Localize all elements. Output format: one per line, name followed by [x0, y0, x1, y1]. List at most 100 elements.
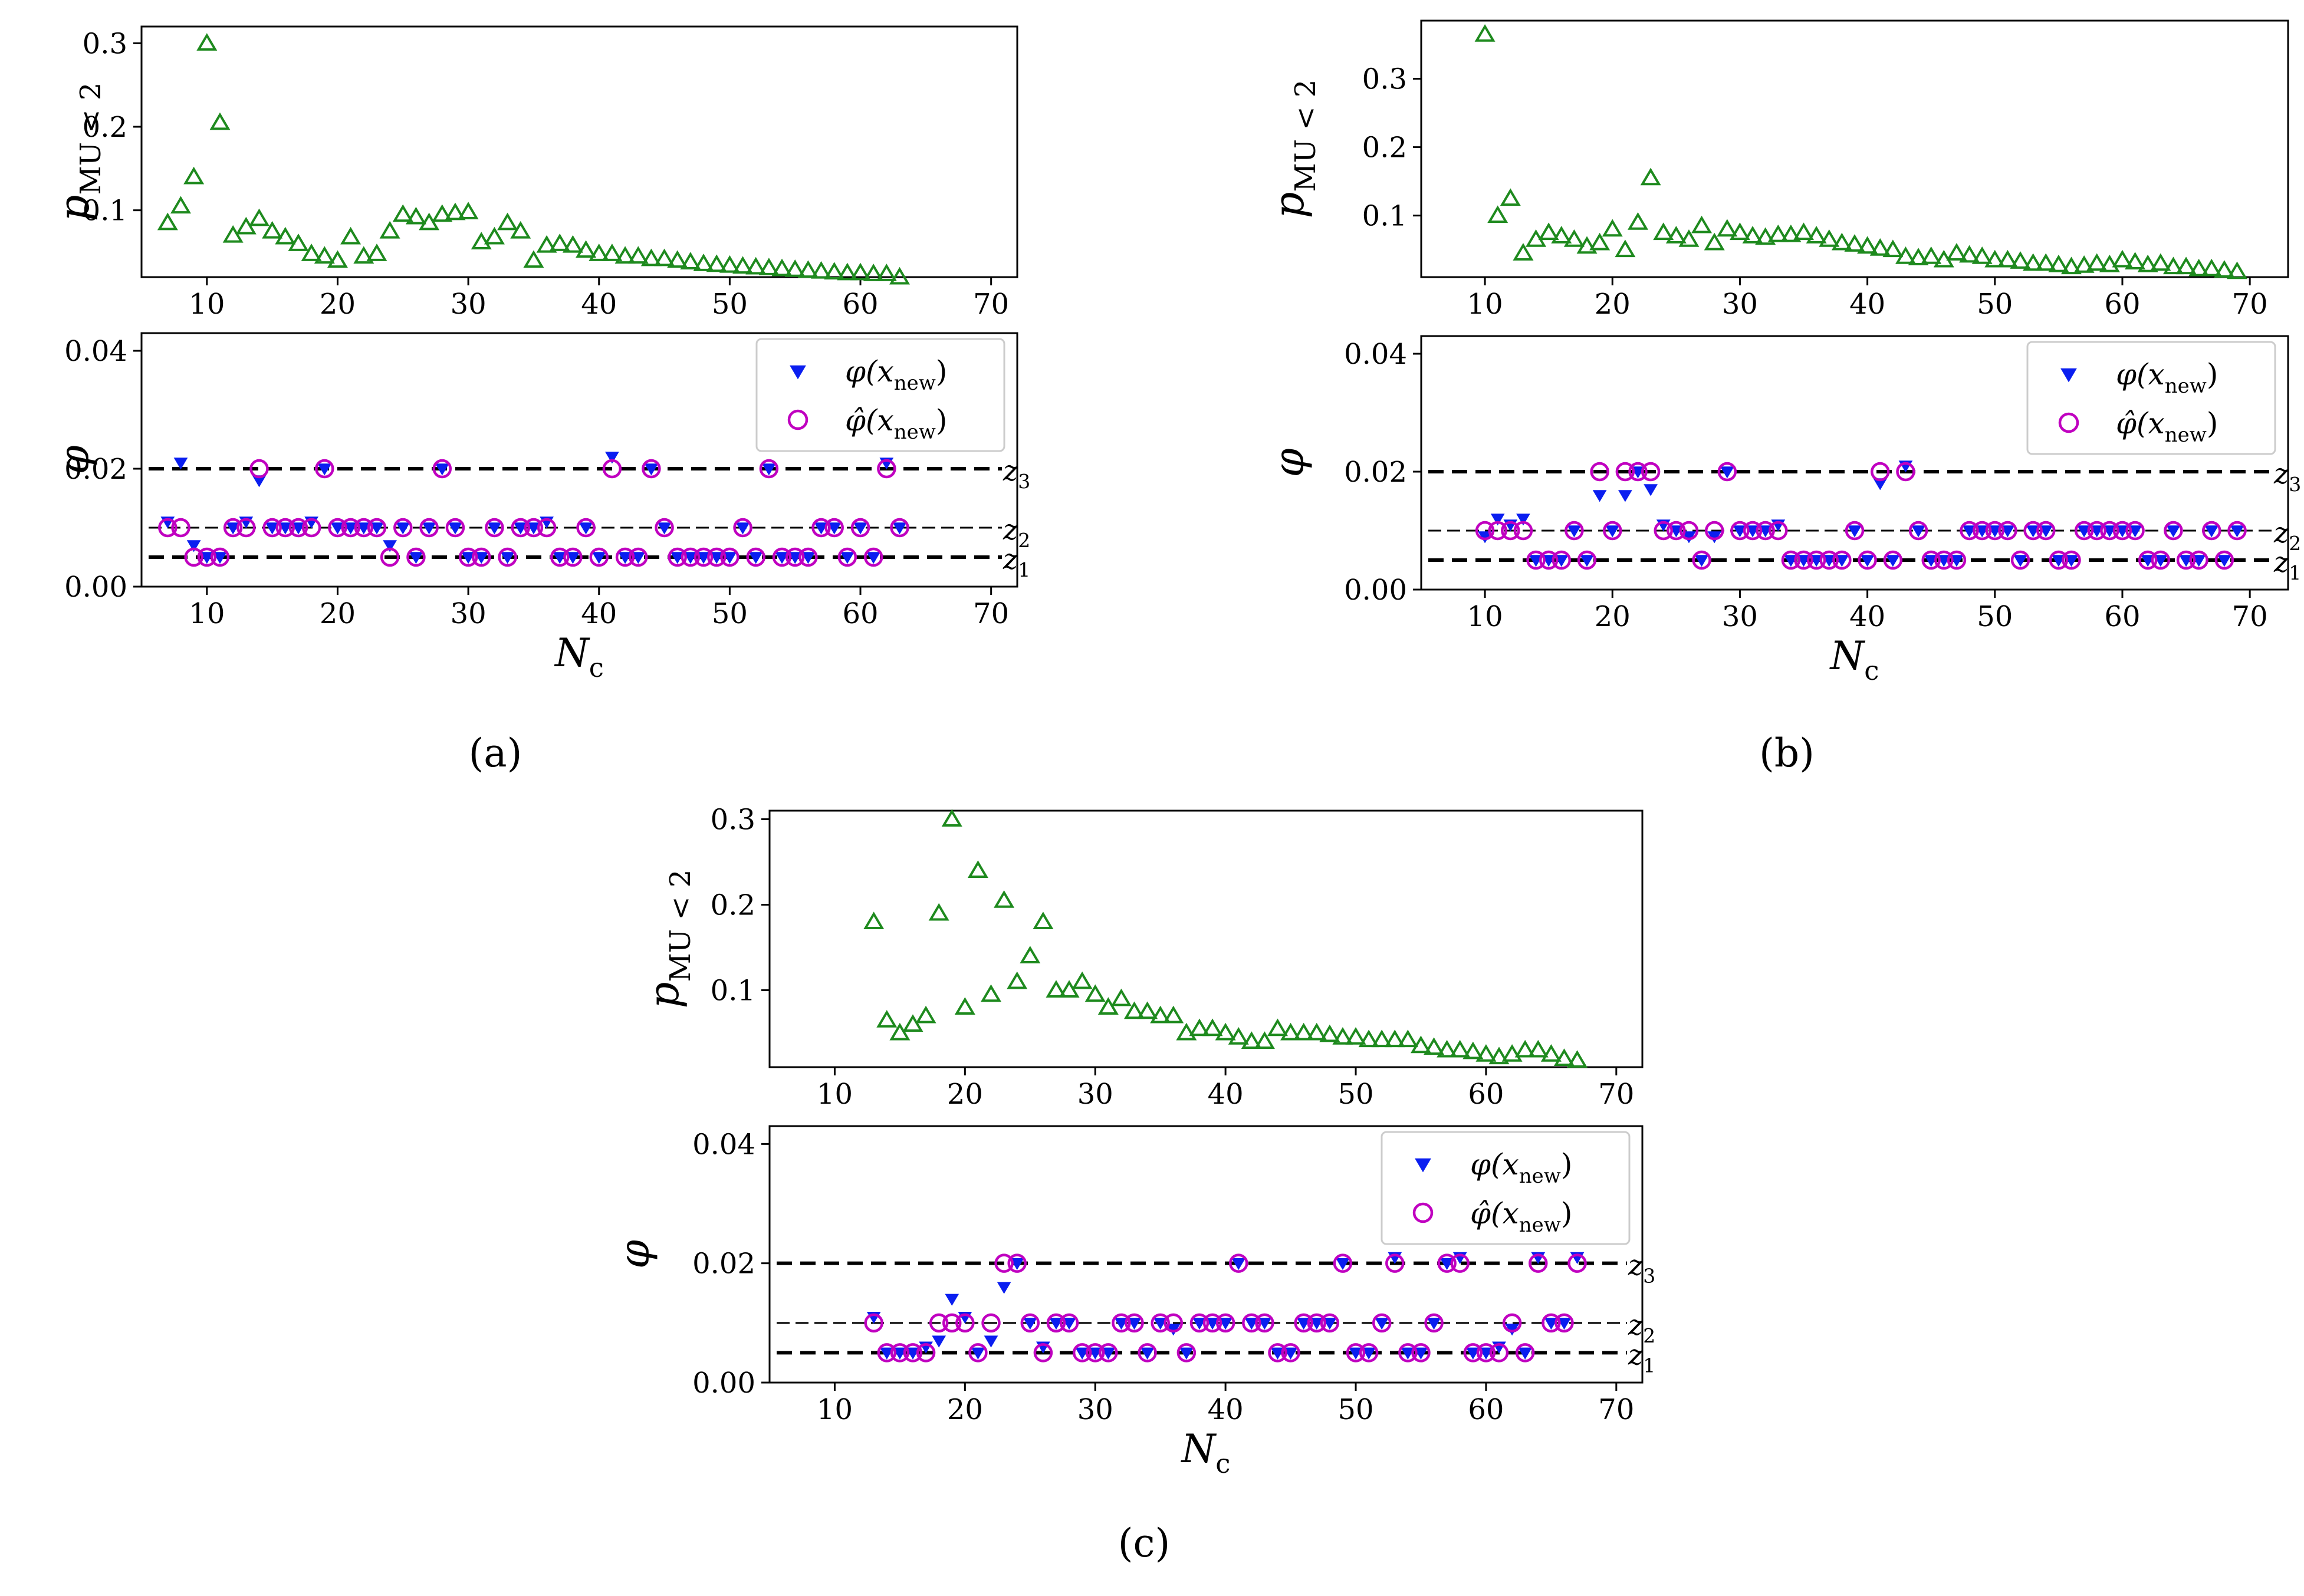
top-scatter-point	[1729, 222, 1750, 241]
top-scatter-point	[928, 903, 949, 921]
phi-point	[893, 1347, 907, 1360]
phi-point	[1049, 1318, 1063, 1330]
phi-hat-point	[301, 518, 321, 538]
top-scatter-point	[889, 266, 911, 285]
phi-hat-point	[1641, 462, 1661, 482]
phi-hat-point	[1934, 550, 1954, 570]
phi-point	[1179, 1347, 1194, 1360]
top-scatter-point	[889, 1022, 911, 1041]
top-scatter-point	[745, 256, 767, 275]
phi-hat-point	[1567, 1253, 1587, 1273]
phi-hat-point	[903, 1343, 923, 1363]
phi-hat-point	[1255, 1313, 1274, 1333]
top-scatter-point	[2073, 255, 2095, 273]
phi-point	[814, 522, 829, 535]
bottom-x-tick-label: 50	[1977, 600, 2013, 633]
top-scatter-point	[2023, 253, 2044, 271]
top-scatter-point	[1527, 1039, 1549, 1058]
phi-hat-point	[524, 518, 544, 538]
phi-hat-point	[328, 518, 347, 538]
top-scatter-point	[1084, 984, 1106, 1002]
top-scatter-point	[549, 233, 570, 251]
phi-point	[1349, 1347, 1363, 1360]
phi-point	[866, 552, 881, 564]
phi-hat-point	[642, 459, 661, 479]
phi-hat-point	[236, 518, 256, 538]
top-scatter-point	[640, 248, 662, 266]
phi-point	[1114, 1318, 1129, 1330]
phi-hat-point	[1908, 521, 1928, 541]
ref-line-label-z3: z3	[2273, 458, 2301, 496]
phi-hat-point	[1998, 521, 2017, 541]
phi-hat-point	[655, 518, 674, 538]
top-scatter-point	[497, 212, 518, 231]
phi-hat-point	[602, 459, 622, 479]
phi-hat-point	[1437, 1253, 1457, 1273]
phi-point	[879, 1347, 894, 1360]
phi-hat-point	[1059, 1313, 1079, 1333]
phi-point	[1218, 1318, 1233, 1330]
top-scatter-point	[1410, 1035, 1431, 1054]
bottom-plot-frame	[1420, 335, 2289, 591]
legend-phi-hat-label: φ̂(xnew)	[1470, 1196, 1572, 1237]
phi-hat-point	[511, 518, 531, 538]
top-scatter-point	[2137, 254, 2158, 272]
bottom-x-tick-label: 70	[973, 597, 1009, 630]
top-scatter-point	[1501, 1044, 1523, 1062]
top-scatter-point	[1755, 227, 1776, 245]
phi-hat-point	[1333, 1253, 1353, 1273]
top-scatter-point	[1997, 249, 2018, 268]
phi-hat-point	[1756, 521, 1775, 541]
ref-line-label-z1: z1	[1003, 543, 1030, 581]
top-y-tick-label: 0.1	[83, 195, 127, 228]
top-scatter-point	[1474, 24, 1496, 42]
top-scatter-point	[1488, 1047, 1510, 1065]
top-scatter-point	[1691, 215, 1713, 233]
phi-hat-point	[1781, 550, 1801, 570]
phi-hat-point	[1294, 1313, 1313, 1333]
bottom-x-tick-label: 30	[1077, 1393, 1113, 1426]
top-scatter-point	[2227, 261, 2248, 279]
phi-point	[2013, 555, 2027, 567]
top-scatter-point	[1882, 239, 1904, 258]
top-scatter-point	[1254, 1031, 1275, 1049]
phi-point	[291, 522, 305, 535]
phi-hat-point	[2214, 550, 2234, 570]
top-scatter-point	[1241, 1031, 1262, 1049]
phi-hat-point	[1046, 1313, 1066, 1333]
phi-hat-point	[968, 1343, 988, 1363]
phi-hat-point	[1475, 521, 1495, 541]
phi-hat-point	[1163, 1313, 1184, 1333]
top-scatter-point	[523, 250, 544, 268]
top-scatter-point	[1678, 229, 1700, 247]
top-scatter-point	[1567, 1050, 1588, 1068]
top-scatter-point	[1163, 1005, 1184, 1024]
legend-phi-marker	[2060, 368, 2077, 383]
phi-hat-point	[916, 1343, 936, 1363]
phi-hat-point	[393, 518, 413, 538]
phi-point	[984, 1335, 998, 1348]
legend-box	[755, 338, 1005, 452]
top-scatter-point	[1345, 1027, 1366, 1045]
phi-point	[1244, 1318, 1259, 1330]
top-scatter-point	[1332, 1027, 1353, 1045]
phi-hat-point	[1007, 1253, 1027, 1273]
phi-hat-point	[1033, 1343, 1053, 1363]
phi-point	[1075, 1347, 1090, 1360]
phi-point	[1192, 1318, 1207, 1330]
bottom-x-tick-label: 50	[1337, 1393, 1373, 1426]
top-scatter-point	[1602, 219, 1623, 237]
top-x-tick-label: 50	[1337, 1078, 1373, 1111]
top-scatter-point	[170, 196, 191, 214]
phi-point	[605, 452, 619, 464]
phi-point	[1518, 1347, 1533, 1360]
phi-point	[1605, 525, 1620, 538]
top-scatter-point	[627, 246, 649, 264]
phi-point	[513, 522, 528, 535]
phi-hat-point	[563, 547, 583, 567]
phi-hat-point	[1242, 1313, 1261, 1333]
phi-point	[1270, 1347, 1285, 1360]
phi-point	[1694, 555, 1709, 567]
top-scatter-point	[1513, 243, 1534, 261]
phi-point	[1336, 1258, 1350, 1271]
